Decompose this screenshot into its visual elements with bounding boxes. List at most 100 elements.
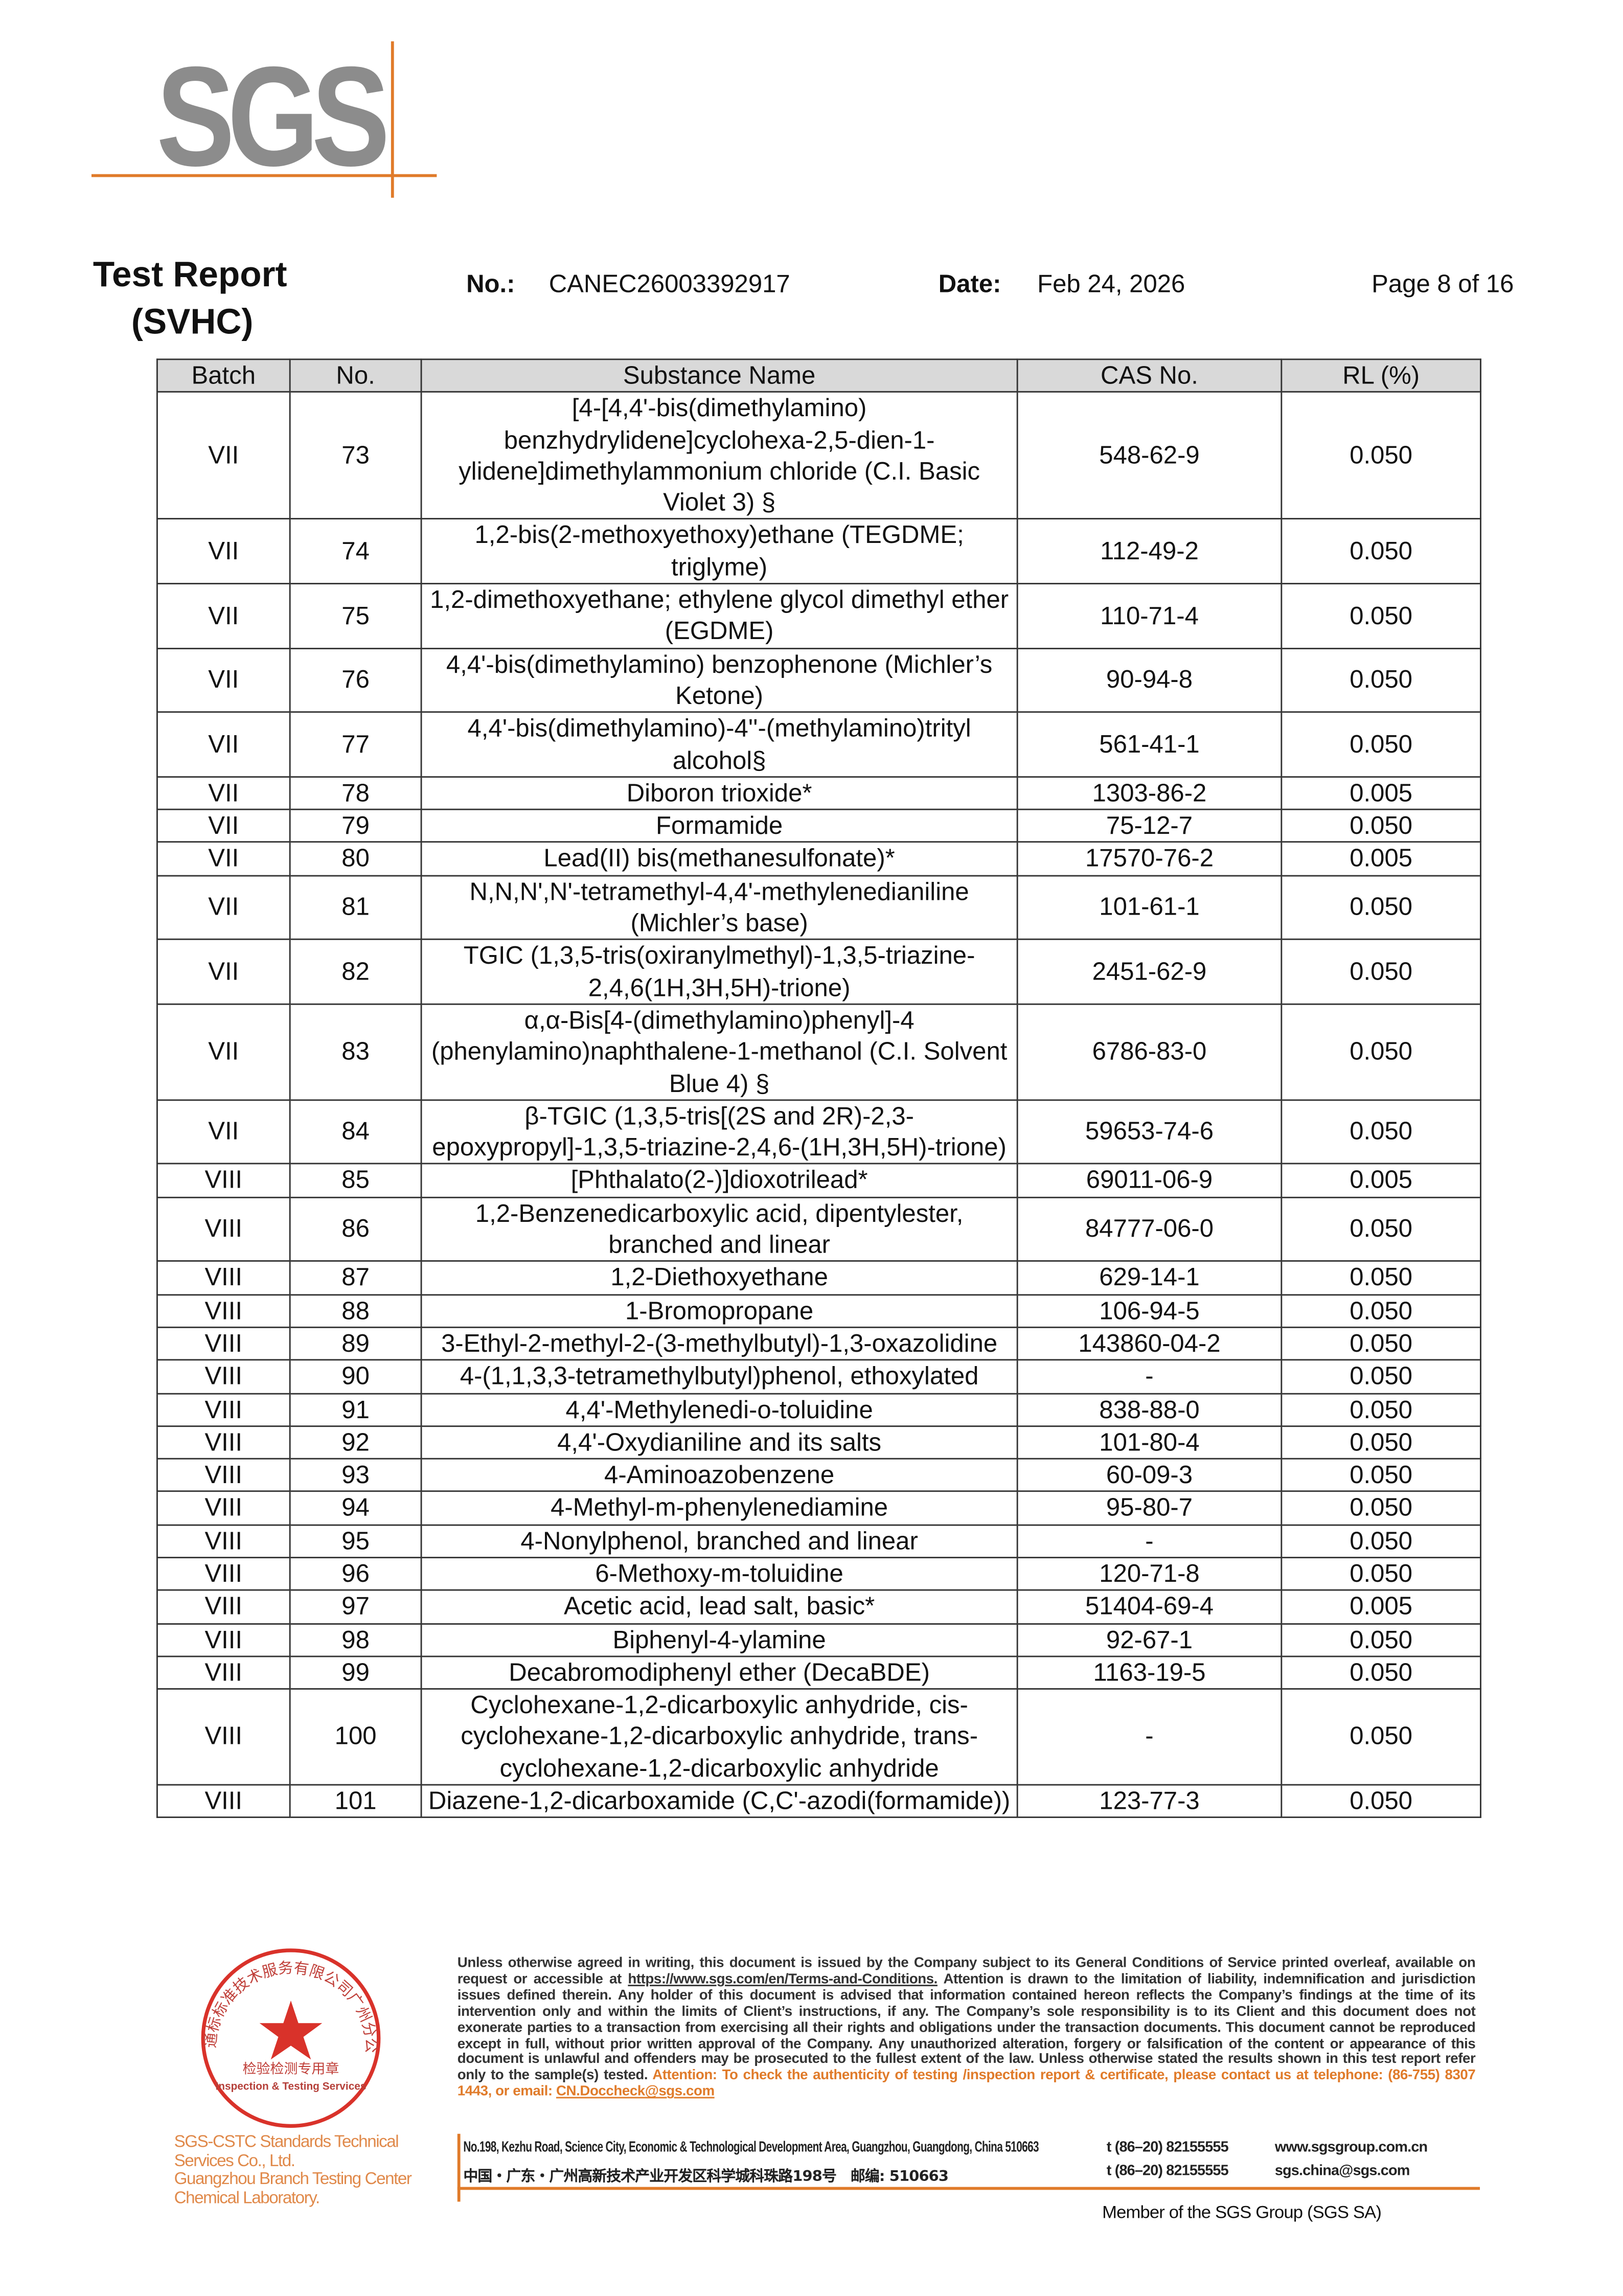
substance-name-cell: 6-Methoxy-m-toluidine xyxy=(420,1557,1018,1592)
batch-cell: VIII xyxy=(156,1655,291,1690)
table-row: VII 84 β-TGIC (1,3,5-tris[(2S and 2R)-2,3-… xyxy=(156,1099,1481,1165)
table-row: VIII 99 Decabromodiphenyl ether (DecaBDE) 1… xyxy=(156,1655,1481,1690)
number-cell: 74 xyxy=(289,518,422,585)
batch-cell: VIII xyxy=(156,1589,291,1624)
number-cell: 73 xyxy=(289,391,422,520)
substance-name-cell: Formamide xyxy=(420,809,1018,844)
cas-number-cell: 6786-83-0 xyxy=(1016,1003,1283,1101)
cas-number-cell: 548-62-9 xyxy=(1016,391,1283,520)
table-row: VIII 97 Acetic acid, lead salt, basic* 5140… xyxy=(156,1589,1481,1624)
substance-name-cell: Acetic acid, lead salt, basic* xyxy=(420,1589,1018,1624)
batch-cell: VIII xyxy=(156,1458,291,1493)
reporting-limit-cell: 0.050 xyxy=(1281,583,1481,649)
number-cell: 86 xyxy=(289,1196,422,1262)
terms-link[interactable]: https://www.sgs.com/en/Terms-and-Conditi… xyxy=(628,1971,938,1988)
svg-text:检验检测专用章: 检验检测专用章 xyxy=(243,2061,339,2077)
number-cell: 89 xyxy=(289,1326,422,1361)
number-cell: 79 xyxy=(289,809,422,844)
number-cell: 82 xyxy=(289,939,422,1005)
substance-name-cell: 1,2-bis(2-methoxyethoxy)ethane (TEGDME; … xyxy=(420,518,1018,585)
substance-name-cell: 4,4'-bis(dimethylamino)-4''-(methylamino… xyxy=(420,712,1018,778)
number-cell: 84 xyxy=(289,1099,422,1165)
substance-name-cell: N,N,N',N'-tetramethyl-4,4'-methylenedian… xyxy=(420,874,1018,941)
batch-cell: VIII xyxy=(156,1293,291,1328)
number-cell: 90 xyxy=(289,1359,422,1394)
reporting-limit-cell: 0.050 xyxy=(1281,1003,1481,1101)
table-row: VIII 87 1,2-Diethoxyethane 629-14-1 0.050 xyxy=(156,1260,1481,1295)
address-english: No.198, Kezhu Road, Science City, Econom… xyxy=(463,2140,1039,2156)
cas-number-cell: 101-61-1 xyxy=(1016,874,1283,941)
logo-divider xyxy=(391,41,394,198)
website: www.sgsgroup.com.cn xyxy=(1274,2140,1428,2156)
batch-cell: VIII xyxy=(156,1425,291,1460)
batch-cell: VII xyxy=(156,583,291,649)
cas-number-cell: 120-71-8 xyxy=(1016,1557,1283,1592)
batch-cell: VIII xyxy=(156,1326,291,1361)
number-cell: 101 xyxy=(289,1784,422,1819)
cas-number-cell: 101-80-4 xyxy=(1016,1425,1283,1460)
contact-email: sgs.china@sgs.com xyxy=(1274,2163,1410,2180)
cas-number-cell: - xyxy=(1016,1359,1283,1394)
logo-divider xyxy=(91,174,437,177)
table-row: VIII 86 1,2-Benzenedicarboxylic acid, dipe… xyxy=(156,1196,1481,1262)
report-title: Test Report xyxy=(93,255,287,295)
reporting-limit-cell: 0.050 xyxy=(1281,874,1481,941)
cas-number-cell: 84777-06-0 xyxy=(1016,1196,1283,1262)
substance-name-cell: [4-[4,4'-bis(dimethylamino) benzhydrylid… xyxy=(420,391,1018,520)
table-row: VII 74 1,2-bis(2-methoxyethoxy)ethane (TEG… xyxy=(156,518,1481,585)
table-row: VII 80 Lead(II) bis(methanesulfonate)* 1757… xyxy=(156,842,1481,876)
number-cell: 99 xyxy=(289,1655,422,1690)
substance-name-cell: α,α-Bis[4-(dimethylamino)phenyl]-4 (phen… xyxy=(420,1003,1018,1101)
cas-number-cell: 112-49-2 xyxy=(1016,518,1283,585)
inspection-stamp: 检验检测专用章 Inspection & Testing Services 通标… xyxy=(165,1948,381,2128)
batch-cell: VIII xyxy=(156,1491,291,1526)
table-row: VII 81 N,N,N',N'-tetramethyl-4,4'-methylen… xyxy=(156,874,1481,941)
doccheck-email-link[interactable]: CN.Doccheck@sgs.com xyxy=(556,2084,715,2101)
number-cell: 94 xyxy=(289,1491,422,1526)
table-row: VIII 90 4-(1,1,3,3-tetramethylbutyl)phenol… xyxy=(156,1359,1481,1394)
column-header: RL (%) xyxy=(1281,358,1481,393)
cas-number-cell: 17570-76-2 xyxy=(1016,842,1283,876)
reporting-limit-cell: 0.050 xyxy=(1281,809,1481,844)
batch-cell: VII xyxy=(156,1099,291,1165)
batch-cell: VIII xyxy=(156,1260,291,1295)
reporting-limit-cell: 0.050 xyxy=(1281,518,1481,585)
cas-number-cell: - xyxy=(1016,1524,1283,1559)
batch-cell: VII xyxy=(156,776,291,811)
cas-number-cell: 1163-19-5 xyxy=(1016,1655,1283,1690)
substance-name-cell: 4-Nonylphenol, branched and linear xyxy=(420,1524,1018,1559)
reporting-limit-cell: 0.050 xyxy=(1281,1326,1481,1361)
batch-cell: VIII xyxy=(156,1524,291,1559)
substance-name-cell: Diboron trioxide* xyxy=(420,776,1018,811)
table-row: VIII 94 4-Methyl-m-phenylenediamine 95-80-7… xyxy=(156,1491,1481,1526)
substance-name-cell: 1,2-Diethoxyethane xyxy=(420,1260,1018,1295)
reporting-limit-cell: 0.050 xyxy=(1281,1425,1481,1460)
telephone-1: t (86–20) 82155555 xyxy=(1106,2140,1229,2156)
batch-cell: VII xyxy=(156,842,291,876)
cas-number-cell: 75-12-7 xyxy=(1016,809,1283,844)
number-cell: 98 xyxy=(289,1622,422,1657)
number-cell: 88 xyxy=(289,1293,422,1328)
reporting-limit-cell: 0.050 xyxy=(1281,1392,1481,1427)
lab-name-line2: Guangzhou Branch Testing Center Chemical… xyxy=(174,2170,412,2207)
column-header: No. xyxy=(289,358,422,393)
reporting-limit-cell: 0.050 xyxy=(1281,1688,1481,1786)
substance-name-cell: β-TGIC (1,3,5-tris[(2S and 2R)-2,3-epoxy… xyxy=(420,1099,1018,1165)
batch-cell: VII xyxy=(156,809,291,844)
substance-name-cell: 1,2-Benzenedicarboxylic acid, dipentyles… xyxy=(420,1196,1018,1262)
substance-name-cell: 4-(1,1,3,3-tetramethylbutyl)phenol, etho… xyxy=(420,1359,1018,1394)
table-row: VII 83 α,α-Bis[4-(dimethylamino)phenyl]-4 … xyxy=(156,1003,1481,1101)
cas-number-cell: - xyxy=(1016,1688,1283,1786)
substance-name-cell: [Phthalato(2-)]dioxotrilead* xyxy=(420,1163,1018,1198)
table-row: VIII 85 [Phthalato(2-)]dioxotrilead* 69011-… xyxy=(156,1163,1481,1198)
number-cell: 83 xyxy=(289,1003,422,1101)
batch-cell: VIII xyxy=(156,1196,291,1262)
substance-name-cell: 4-Aminoazobenzene xyxy=(420,1458,1018,1493)
svg-text:通标标准技术服务有限公司广州分公司: 通标标准技术服务有限公司广州分公司 xyxy=(165,1948,380,2053)
disclaimer-text: Unless otherwise agreed in writing, this… xyxy=(457,1955,1476,1988)
reporting-limit-cell: 0.050 xyxy=(1281,1491,1481,1526)
cas-number-cell: 110-71-4 xyxy=(1016,583,1283,649)
cas-number-cell: 106-94-5 xyxy=(1016,1293,1283,1328)
date-label: Date: xyxy=(938,270,1001,299)
